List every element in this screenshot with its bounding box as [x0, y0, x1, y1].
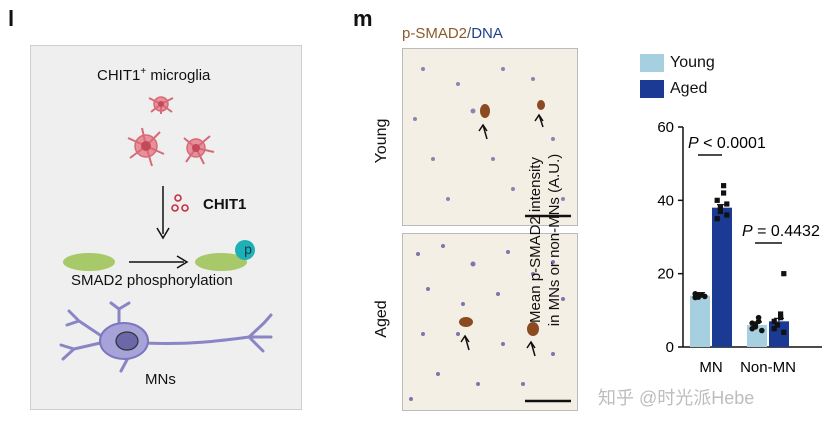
data-point [717, 208, 723, 214]
micrograph-young [402, 48, 578, 226]
data-point [774, 322, 780, 328]
chit1-label: CHIT1 [203, 196, 247, 213]
y-tick-label: 40 [657, 192, 674, 209]
phospho-badge: p [244, 241, 252, 257]
y-tick-label: 60 [657, 119, 674, 136]
data-point [752, 324, 759, 330]
panel-l-letter: l [8, 6, 15, 31]
data-point [717, 205, 723, 211]
microglia-label: CHIT1+ microglia [97, 66, 211, 84]
data-point [781, 329, 787, 335]
smad2-phosphorylation-icon [63, 240, 255, 271]
x-tick-label: Non-MN [740, 359, 796, 376]
legend-swatch-young [640, 54, 664, 72]
data-point [702, 293, 708, 300]
down-arrow-icon [156, 186, 189, 240]
panel-m-letter: m [353, 6, 373, 31]
bar-young-0 [690, 295, 710, 347]
y-tick-label: 0 [666, 339, 674, 356]
smad2-phosphorylation-label: SMAD2 phosphorylation [71, 272, 233, 289]
data-point [724, 201, 730, 207]
bar-aged-0 [712, 207, 732, 347]
data-point [778, 315, 784, 321]
watermark: 知乎 @时光派Hebe [598, 388, 755, 408]
data-point [695, 294, 702, 300]
data-point [749, 320, 755, 326]
legend-label-young: Young [670, 54, 715, 71]
p-value-label: P < 0.0001 [688, 135, 766, 152]
x-tick-label: MN [699, 359, 722, 376]
data-point [771, 318, 777, 324]
mns-label: MNs [145, 371, 176, 388]
mechanism-schematic: CHIT1+ microglia CHIT1 p SMAD2 phosphory… [30, 45, 302, 410]
data-point [755, 314, 762, 321]
microglia-cells-icon [127, 96, 215, 167]
data-point [771, 326, 777, 332]
motor-neuron-icon [59, 301, 273, 373]
data-point [759, 327, 765, 334]
data-point [724, 212, 730, 218]
data-point [714, 197, 720, 203]
data-point [721, 190, 727, 196]
legend-label-aged: Aged [670, 80, 708, 97]
p-value-label: P = 0.4432 [742, 223, 820, 240]
data-point [721, 183, 727, 189]
data-point [714, 216, 720, 222]
legend-swatch-aged [640, 80, 664, 98]
data-point [781, 271, 787, 277]
data-point [778, 311, 784, 317]
stain-title: p-SMAD2/DNA [402, 25, 503, 42]
micrograph-aged [402, 233, 578, 411]
y-tick-label: 20 [657, 266, 674, 283]
